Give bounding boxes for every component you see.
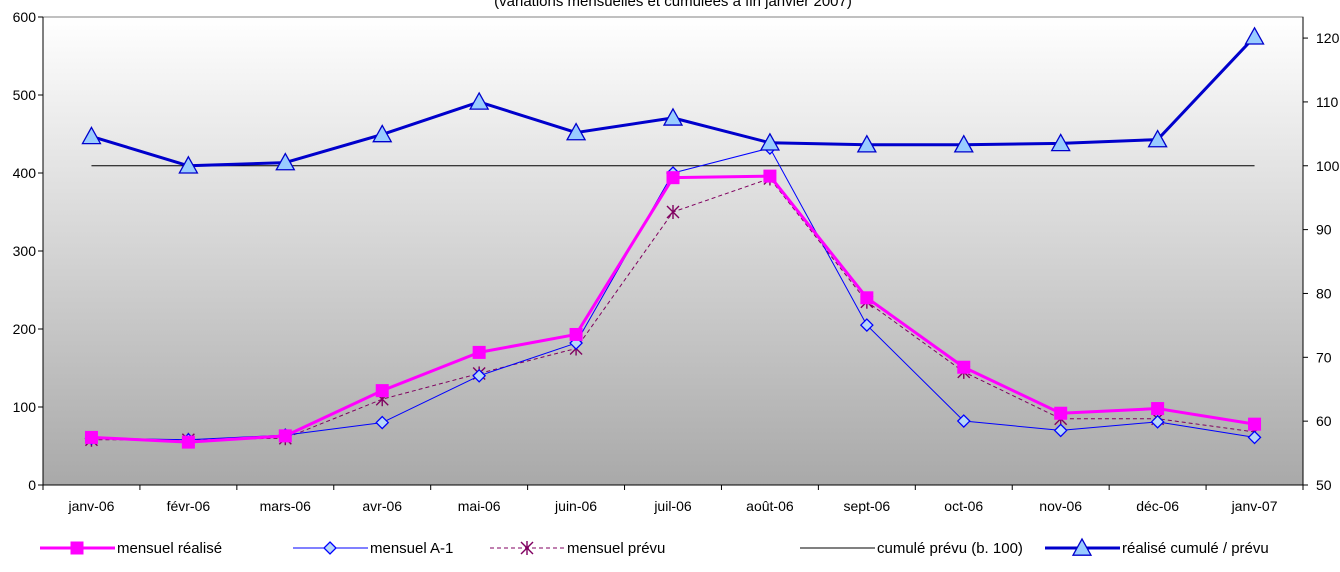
chart-svg: (variations mensuelles et cumulées à fin…: [13, 0, 1340, 514]
y-left-tick-label: 100: [13, 399, 37, 415]
data-point: [1053, 423, 1068, 438]
y-right-tick-label: 110: [1316, 94, 1339, 110]
x-tick-label: mai-06: [458, 498, 501, 514]
y-right-tick-label: 70: [1316, 349, 1332, 365]
y-right-tick-label: 100: [1316, 158, 1340, 174]
series: [81, 26, 1265, 449]
y-left-tick-label: 0: [28, 477, 36, 493]
x-tick-label: nov-06: [1039, 498, 1082, 514]
x-tick-label: mars-06: [260, 498, 312, 514]
x-tick-label: janv-06: [68, 498, 115, 514]
data-point: [957, 360, 971, 374]
legend-marker: [1071, 537, 1093, 556]
legend-label: mensuel A-1: [370, 540, 453, 557]
y-right-tick-label: 80: [1316, 285, 1332, 301]
x-tick-label: juin-06: [554, 498, 597, 514]
data-point: [375, 415, 390, 430]
legend-item: réalisé cumulé / prévu: [1045, 537, 1269, 557]
x-tick-label: août-06: [746, 498, 794, 514]
x-tick-label: déc-06: [1136, 498, 1179, 514]
y-left-tick-label: 600: [13, 9, 37, 25]
data-point: [372, 124, 393, 143]
x-tick-label: janv-07: [1231, 498, 1278, 514]
data-point: [662, 107, 684, 126]
data-point: [81, 126, 102, 145]
chart-title: (variations mensuelles et cumulées à fin…: [494, 0, 852, 10]
data-point: [469, 91, 490, 110]
data-point: [763, 169, 777, 183]
data-point: [1054, 406, 1068, 420]
y-left-tick-label: 200: [13, 321, 37, 337]
series-0: [84, 169, 1262, 449]
data-point: [565, 122, 587, 141]
data-point: [956, 414, 971, 428]
data-point: [859, 318, 874, 333]
y-right-tick-label: 90: [1316, 222, 1332, 238]
data-point: [1244, 26, 1265, 45]
x-tick-label: avr-06: [362, 498, 402, 514]
legend-item: mensuel prévu: [490, 540, 665, 557]
y-right-tick-label: 120: [1316, 30, 1340, 46]
legend: mensuel réalisé mensuel A-1 mensuel prévu c…: [40, 537, 1269, 557]
data-point: [666, 205, 680, 219]
data-point: [1248, 417, 1262, 431]
x-tick-label: juil-06: [653, 498, 692, 514]
data-point: [1247, 430, 1262, 445]
x-tick-label: févr-06: [167, 498, 211, 514]
legend-item: mensuel réalisé: [40, 540, 222, 557]
data-point: [860, 291, 874, 305]
y-right-tick-label: 60: [1316, 413, 1332, 429]
series-4: [81, 26, 1265, 174]
data-point: [569, 327, 583, 341]
legend-item: cumulé prévu (b. 100): [800, 540, 1023, 557]
y-left-tick-label: 400: [13, 165, 37, 181]
axes: 0 100 200 300 400 500 600 50 60 70 80 90 100 110 120 ja…: [13, 9, 1340, 514]
legend-marker: [520, 541, 534, 555]
y-left-tick-label: 500: [13, 87, 37, 103]
x-tick-label: sept-06: [843, 498, 890, 514]
data-point: [1150, 414, 1165, 429]
legend-marker: [323, 541, 337, 555]
data-point: [759, 132, 781, 151]
data-point: [1147, 129, 1168, 148]
data-point: [84, 430, 98, 444]
legend-label: cumulé prévu (b. 100): [877, 540, 1023, 557]
data-point: [278, 429, 292, 443]
data-point: [666, 171, 680, 185]
data-point: [375, 384, 389, 398]
data-point: [856, 134, 877, 153]
data-point: [953, 134, 974, 153]
legend-label: mensuel prévu: [567, 540, 665, 557]
plot-area: [42, 16, 1304, 486]
x-tick-label: oct-06: [944, 498, 983, 514]
legend-marker: [70, 541, 84, 555]
y-left-tick-label: 300: [13, 243, 37, 259]
data-point: [181, 435, 195, 449]
data-point: [178, 155, 199, 174]
y-right-tick-label: 50: [1316, 477, 1332, 493]
legend-label: mensuel réalisé: [117, 540, 222, 557]
data-point: [1050, 133, 1071, 152]
data-point: [472, 345, 486, 359]
data-point: [275, 152, 296, 171]
legend-item: mensuel A-1: [293, 540, 453, 557]
data-point: [1151, 402, 1165, 416]
legend-label: réalisé cumulé / prévu: [1122, 540, 1269, 557]
data-point: [472, 368, 487, 383]
